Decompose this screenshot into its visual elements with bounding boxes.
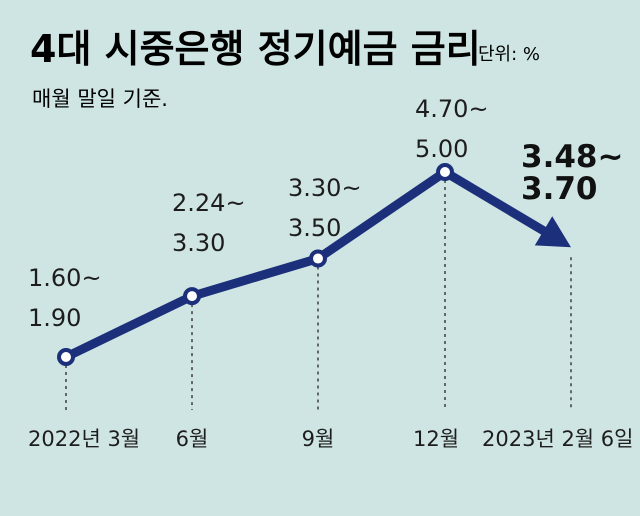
x-tick-labels: 2022년 3월 6월 9월 12월 2023년 2월 6일	[28, 427, 633, 451]
data-labels: 1.60~ 1.90 2.24~ 3.30 3.30~ 3.50 4.70~ 5.00 3.48…	[28, 95, 623, 332]
data-label-high: 5.00	[415, 135, 468, 163]
x-tick-label: 2023년 2월 6일	[482, 427, 633, 451]
x-tick-label: 9월	[302, 427, 335, 451]
point-marker	[183, 287, 201, 306]
data-label-high: 3.30	[172, 229, 225, 257]
point-markers	[57, 163, 454, 366]
series-layer	[61, 167, 571, 362]
unit-label: 단위: %	[478, 44, 540, 65]
data-label-low: 1.60~	[28, 264, 102, 292]
data-label-low: 3.48~	[521, 139, 623, 175]
point-marker	[57, 348, 75, 366]
data-label-high: 3.50	[288, 214, 341, 242]
data-label-low: 3.30~	[288, 174, 362, 202]
point-marker	[309, 249, 327, 268]
data-label-low: 4.70~	[415, 95, 489, 123]
guide-lines	[65, 180, 572, 410]
data-label-high: 1.90	[28, 304, 81, 332]
point-marker	[436, 163, 454, 181]
x-tick-label: 12월	[413, 427, 459, 451]
series-line	[61, 167, 450, 362]
chart-title: 4대 시중은행 정기예금 금리	[30, 27, 481, 71]
x-tick-label: 6월	[176, 427, 209, 451]
x-tick-label: 2022년 3월	[28, 427, 140, 451]
data-label-low: 2.24~	[172, 189, 246, 217]
series-arrow-shaft	[440, 167, 549, 236]
chart-subtitle: 매월 말일 기준.	[32, 87, 168, 111]
series-arrow-head	[534, 216, 571, 248]
data-label-high: 3.70	[521, 171, 598, 207]
